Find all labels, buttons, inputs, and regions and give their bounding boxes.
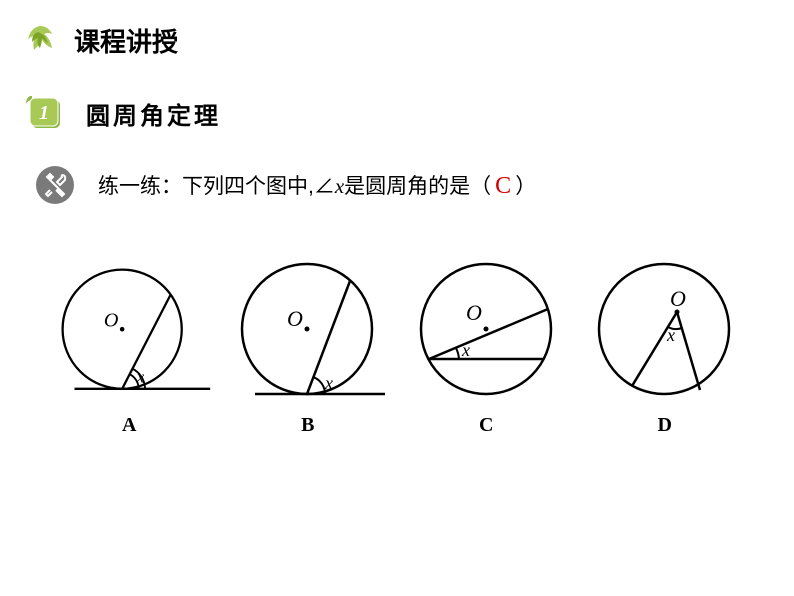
question-prefix: 练一练： xyxy=(98,170,182,200)
svg-text:O: O xyxy=(104,309,119,331)
diagram-d: O x D xyxy=(582,254,747,437)
section-title: 圆周角定理 xyxy=(86,96,221,131)
diagrams-container: O x A O x B O x C xyxy=(0,254,794,437)
diagram-label-b: B xyxy=(301,414,314,437)
svg-text:O: O xyxy=(466,300,482,325)
svg-text:1: 1 xyxy=(39,102,49,124)
diagram-label-a: A xyxy=(122,414,136,437)
svg-text:x: x xyxy=(136,367,145,386)
question-part3: ） xyxy=(515,170,536,200)
diagram-label-c: C xyxy=(479,414,493,437)
question-var: x xyxy=(335,174,344,199)
question-part2: 是圆周角的是（ xyxy=(344,170,491,200)
leaf-logo-icon xyxy=(18,18,62,62)
section-number-badge: 1 xyxy=(22,92,64,134)
svg-text:O: O xyxy=(287,306,303,331)
question-text: 练一练： 下列四个图中,∠ x 是圆周角的是（ C ） xyxy=(98,170,536,200)
svg-text:x: x xyxy=(666,325,675,345)
diagram-b: O x B xyxy=(225,254,390,437)
question-part1: 下列四个图中,∠ xyxy=(182,170,335,200)
diagram-c: O x C xyxy=(404,254,569,437)
svg-text:x: x xyxy=(461,340,470,360)
svg-text:x: x xyxy=(324,373,333,393)
question-answer: C xyxy=(495,173,511,200)
tools-icon xyxy=(36,166,74,204)
diagram-a: O x A xyxy=(47,254,212,437)
svg-text:O: O xyxy=(670,286,686,311)
diagram-label-d: D xyxy=(658,414,672,437)
page-title: 课程讲授 xyxy=(74,22,178,59)
